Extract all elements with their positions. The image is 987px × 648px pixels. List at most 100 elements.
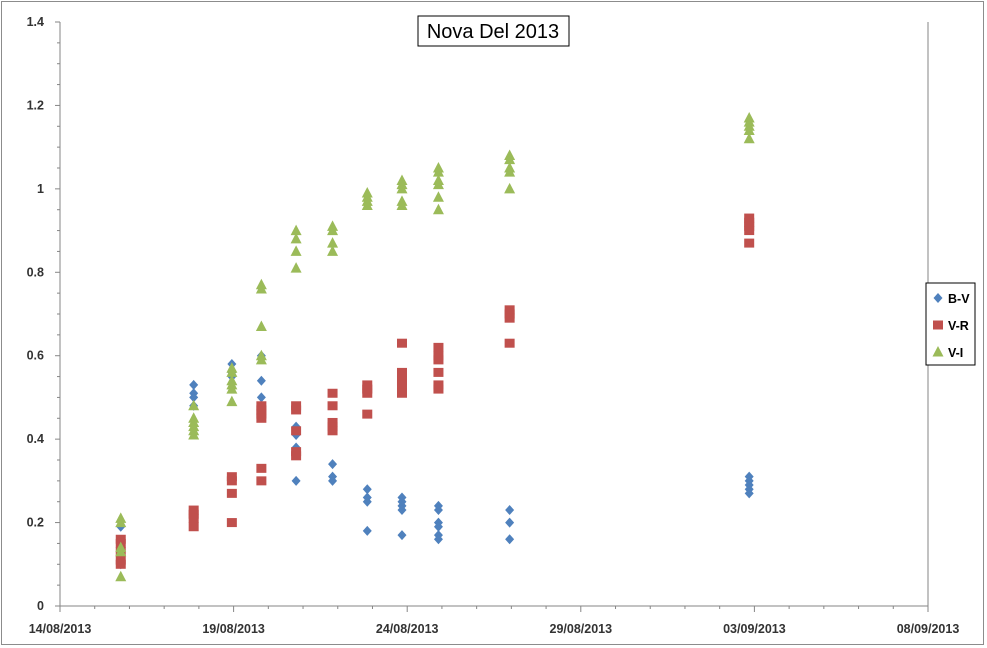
- point-v-i: [743, 124, 755, 135]
- point-v-r: [256, 413, 267, 423]
- point-b-v: [505, 505, 515, 516]
- x-tick-label: 29/08/2013: [550, 622, 613, 636]
- point-v-r: [226, 518, 237, 528]
- point-v-r: [188, 522, 199, 532]
- chart-title-box: Nova Del 2013: [417, 15, 570, 47]
- point-v-i: [504, 153, 516, 165]
- point-v-i: [290, 262, 302, 273]
- point-v-i: [188, 399, 200, 411]
- point-v-r: [396, 380, 407, 390]
- point-v-r: [188, 513, 199, 523]
- point-b-v: [505, 517, 515, 528]
- point-v-r: [362, 409, 373, 419]
- point-v-r: [226, 476, 237, 486]
- point-v-i: [115, 545, 127, 557]
- point-v-i: [396, 199, 408, 211]
- point-b-v: [189, 392, 199, 403]
- x-tick-label: 24/08/2013: [376, 622, 439, 636]
- point-v-i: [188, 428, 200, 440]
- y-tick-label: 0.8: [27, 265, 44, 279]
- point-v-i: [396, 182, 408, 194]
- point-v-r: [433, 355, 444, 365]
- x-tick-label: 19/08/2013: [202, 622, 265, 636]
- point-v-i: [504, 166, 516, 177]
- point-b-v: [505, 534, 515, 545]
- point-v-r: [327, 426, 338, 436]
- point-v-r: [744, 226, 755, 236]
- series-v-r: [115, 213, 755, 569]
- point-b-v: [362, 525, 372, 536]
- point-v-r: [433, 367, 444, 377]
- y-tick-label: 0.2: [27, 516, 44, 530]
- point-v-r: [115, 559, 126, 569]
- point-v-r: [396, 367, 407, 377]
- point-v-i: [432, 203, 444, 215]
- y-tick-label: 0.6: [27, 349, 44, 363]
- point-v-r: [433, 384, 444, 394]
- point-v-i: [432, 166, 444, 177]
- y-tick-label: 1.4: [27, 15, 44, 29]
- point-v-i: [290, 245, 302, 256]
- legend-label-v-i: V-I: [948, 346, 963, 360]
- point-v-i: [743, 132, 755, 144]
- point-v-r: [744, 238, 755, 248]
- x-tick-label: 03/09/2013: [723, 622, 786, 636]
- point-v-i: [432, 178, 444, 190]
- chart-title: Nova Del 2013: [427, 21, 559, 43]
- point-v-r: [396, 388, 407, 398]
- point-v-r: [327, 388, 338, 398]
- point-v-i: [115, 570, 127, 582]
- point-v-r: [504, 313, 515, 323]
- point-b-v: [328, 475, 338, 486]
- point-b-v: [362, 484, 372, 495]
- point-v-i: [504, 182, 516, 194]
- legend-marker-b-v: [933, 293, 943, 303]
- y-tick-label: 0: [37, 599, 44, 613]
- point-b-v: [291, 475, 301, 486]
- point-b-v: [433, 521, 443, 532]
- y-tick-label: 1.2: [27, 98, 44, 112]
- point-b-v: [433, 505, 443, 516]
- legend-label-v-r: V-R: [948, 319, 969, 333]
- point-b-v: [362, 496, 372, 507]
- legend-label-b-v: B-V: [948, 292, 970, 306]
- point-v-r: [291, 451, 302, 461]
- point-b-v: [397, 530, 407, 541]
- point-v-r: [291, 405, 302, 415]
- point-b-v: [256, 375, 266, 386]
- y-tick-label: 0.4: [27, 432, 44, 446]
- legend: B-V V-R V-I: [925, 282, 976, 366]
- point-v-i: [361, 199, 373, 211]
- point-v-i: [226, 383, 238, 394]
- point-v-i: [226, 366, 238, 377]
- point-v-i: [432, 191, 444, 202]
- point-v-r: [504, 338, 515, 348]
- point-v-i: [327, 224, 339, 236]
- axes: 0 0.2 0.4 0.6 0.8 1 1.2 1.4 14/08/2013 19/08/2013…: [27, 15, 960, 636]
- point-v-r: [362, 388, 373, 398]
- point-b-v: [189, 379, 199, 390]
- point-v-i: [255, 282, 267, 294]
- point-b-v: [433, 534, 443, 545]
- point-v-i: [327, 245, 339, 256]
- point-v-r: [256, 463, 267, 473]
- point-v-i: [327, 237, 339, 248]
- x-tick-label: 08/09/2013: [897, 622, 960, 636]
- point-v-r: [256, 476, 267, 486]
- legend-marker-v-r: [933, 320, 943, 330]
- point-v-i: [226, 395, 238, 407]
- legend-marker-v-i: [932, 346, 944, 357]
- point-v-r: [396, 338, 407, 348]
- point-v-i: [115, 516, 127, 528]
- point-v-i: [290, 232, 302, 244]
- point-v-r: [291, 426, 302, 436]
- point-v-r: [433, 342, 444, 352]
- y-tick-label: 1: [37, 182, 44, 196]
- series-b-v: [116, 350, 754, 570]
- point-b-v: [744, 488, 754, 499]
- point-b-v: [397, 505, 407, 516]
- data-points: [115, 111, 755, 582]
- x-tick-label: 14/08/2013: [29, 622, 92, 636]
